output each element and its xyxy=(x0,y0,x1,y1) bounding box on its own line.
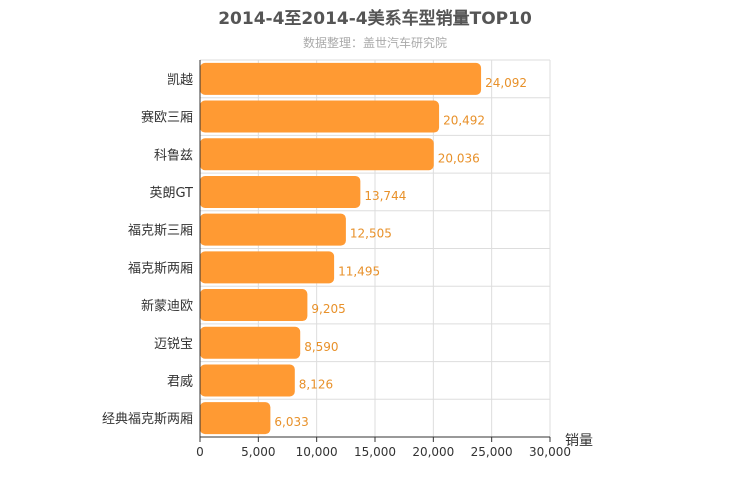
value-label: 9,205 xyxy=(311,302,345,316)
x-tick-label: 10,000 xyxy=(296,445,338,459)
bar xyxy=(200,213,346,246)
bar xyxy=(200,100,440,133)
value-label: 8,126 xyxy=(299,377,333,391)
value-label: 20,492 xyxy=(443,114,485,128)
chart-title: 2014-4至2014-4美系车型销量TOP10 xyxy=(218,8,532,29)
category-label: 福克斯三厢 xyxy=(128,224,193,239)
category-label: 君威 xyxy=(167,374,193,389)
value-label: 13,744 xyxy=(364,189,406,203)
bars: 24,092 20,492 20,036 13,744 12,505 11,495 9,20… xyxy=(200,62,527,435)
x-tick-label: 15,000 xyxy=(354,445,396,459)
bar xyxy=(200,62,482,95)
value-label: 6,033 xyxy=(274,415,308,429)
x-tick-label: 25,000 xyxy=(471,445,513,459)
value-label: 24,092 xyxy=(485,76,527,90)
value-label: 12,505 xyxy=(350,227,392,241)
x-tick-label: 20,000 xyxy=(412,445,454,459)
bar xyxy=(200,289,308,322)
bar xyxy=(200,402,271,435)
category-label: 凯越 xyxy=(167,73,193,88)
x-tick-label: 5,000 xyxy=(241,445,275,459)
bar xyxy=(200,364,295,397)
category-label: 英朗GT xyxy=(149,186,193,201)
category-label: 经典福克斯两厢 xyxy=(102,412,193,427)
x-tick-label: 30,000 xyxy=(529,445,571,459)
value-label: 20,036 xyxy=(438,151,480,165)
value-label: 11,495 xyxy=(338,264,380,278)
category-label: 福克斯两厢 xyxy=(128,261,193,276)
bar xyxy=(200,138,434,171)
value-label: 8,590 xyxy=(304,340,338,354)
bar xyxy=(200,175,361,208)
x-axis-title: 销量 xyxy=(565,433,593,449)
bar xyxy=(200,326,301,359)
chart-subtitle: 数据整理：盖世汽车研究院 xyxy=(303,35,447,50)
bar xyxy=(200,251,335,284)
x-tick-label: 0 xyxy=(196,445,204,459)
category-label: 迈锐宝 xyxy=(154,337,193,352)
category-label: 科鲁兹 xyxy=(154,148,193,163)
category-label: 赛欧三厢 xyxy=(141,110,193,126)
category-label: 新蒙迪欧 xyxy=(141,298,193,314)
